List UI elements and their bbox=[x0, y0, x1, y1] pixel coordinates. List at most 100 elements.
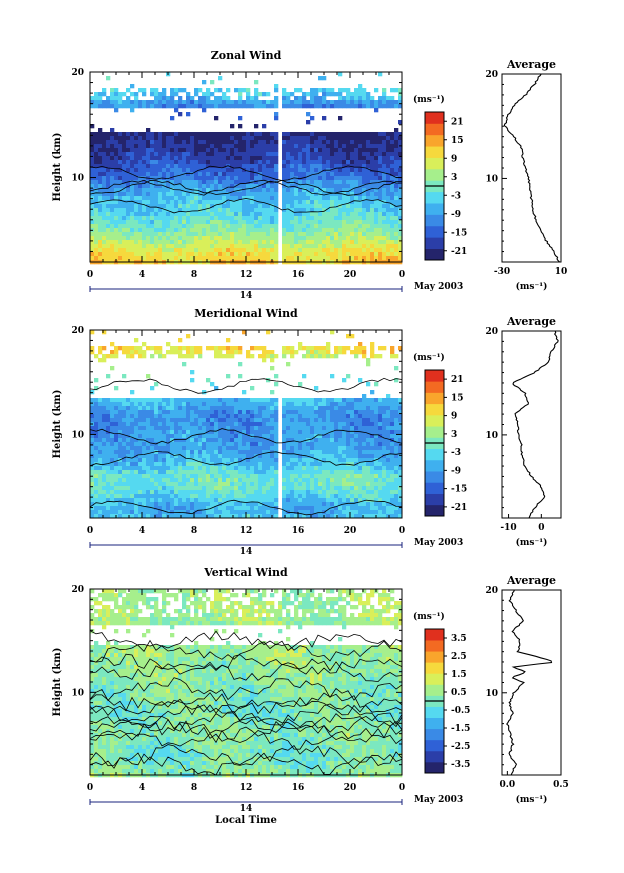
heatmap-cell bbox=[150, 434, 155, 439]
heatmap-cell bbox=[254, 168, 259, 173]
heatmap-cell bbox=[234, 418, 239, 423]
heatmap-cell bbox=[310, 152, 315, 157]
heatmap-cell bbox=[126, 88, 131, 93]
heatmap-cell bbox=[222, 140, 227, 145]
heatmap-cell bbox=[186, 454, 191, 459]
heatmap-cell bbox=[226, 228, 231, 233]
heatmap-cell bbox=[122, 168, 127, 173]
heatmap-cell bbox=[218, 446, 223, 451]
heatmap-cell bbox=[218, 470, 223, 475]
heatmap-cell bbox=[274, 196, 279, 201]
heatmap-cell bbox=[90, 104, 95, 109]
heatmap-cell bbox=[254, 160, 259, 165]
heatmap-cell bbox=[230, 172, 235, 177]
heatmap-cell bbox=[330, 204, 335, 209]
heatmap-cell bbox=[194, 236, 199, 241]
heatmap-cell bbox=[138, 346, 143, 351]
heatmap-cell bbox=[186, 418, 191, 423]
heatmap-cell bbox=[214, 422, 219, 427]
heatmap-cell bbox=[326, 160, 331, 165]
heatmap-cell bbox=[114, 104, 119, 109]
heatmap-cell bbox=[126, 256, 131, 261]
heatmap-cell bbox=[326, 402, 331, 407]
heatmap-cell bbox=[150, 244, 155, 249]
heatmap-cell bbox=[294, 442, 299, 447]
heatmap-cell bbox=[398, 438, 403, 443]
heatmap-cell bbox=[186, 104, 191, 109]
heatmap-cell bbox=[386, 160, 391, 165]
heatmap-cell bbox=[390, 252, 395, 257]
heatmap-cell bbox=[94, 486, 99, 491]
heatmap-cell bbox=[270, 160, 275, 165]
heatmap-cell bbox=[174, 410, 179, 415]
heatmap-cell bbox=[178, 140, 183, 145]
heatmap-cell bbox=[170, 422, 175, 427]
heatmap-cell bbox=[158, 430, 163, 435]
heatmap-cell bbox=[126, 438, 131, 443]
heatmap-cell bbox=[182, 88, 187, 93]
heatmap-cell bbox=[94, 104, 99, 109]
heatmap-cell bbox=[182, 462, 187, 467]
heatmap-cell bbox=[194, 438, 199, 443]
heatmap-cell bbox=[294, 402, 299, 407]
heatmap-cell bbox=[154, 454, 159, 459]
heatmap-cell bbox=[386, 156, 391, 161]
heatmap-cell bbox=[210, 402, 215, 407]
heatmap-cell bbox=[370, 354, 375, 359]
heatmap-cell bbox=[370, 160, 375, 165]
colorbar-tick-label: 15 bbox=[451, 136, 464, 146]
heatmap-cell bbox=[358, 252, 363, 257]
heatmap-cell bbox=[214, 100, 219, 105]
heatmap-cell bbox=[306, 228, 311, 233]
heatmap-cell bbox=[258, 446, 263, 451]
heatmap-cell bbox=[186, 248, 191, 253]
heatmap-cell bbox=[286, 204, 291, 209]
heatmap-cell bbox=[210, 224, 215, 229]
heatmap-cell bbox=[110, 256, 115, 261]
heatmap-cell bbox=[146, 156, 151, 161]
heatmap-cell bbox=[106, 152, 111, 157]
heatmap-cell bbox=[162, 188, 167, 193]
heatmap-cell bbox=[262, 216, 267, 221]
heatmap-cell bbox=[142, 224, 147, 229]
heatmap-cell bbox=[186, 438, 191, 443]
heatmap-cell bbox=[122, 458, 127, 463]
heatmap-cell bbox=[318, 88, 323, 93]
heatmap-cell bbox=[246, 430, 251, 435]
heatmap-cell bbox=[386, 410, 391, 415]
heatmap-cell bbox=[310, 462, 315, 467]
heatmap-cell bbox=[326, 438, 331, 443]
heatmap-cell bbox=[246, 248, 251, 253]
heatmap-cell bbox=[350, 92, 355, 97]
colorbar-band bbox=[425, 203, 444, 215]
heatmap-cell bbox=[258, 216, 263, 221]
heatmap-cell bbox=[394, 176, 399, 181]
heatmap-cell bbox=[134, 474, 139, 479]
heatmap-cell bbox=[198, 256, 203, 261]
heatmap-cell bbox=[190, 458, 195, 463]
heatmap-cell bbox=[258, 422, 263, 427]
heatmap-cell bbox=[258, 240, 263, 245]
heatmap-cell bbox=[194, 410, 199, 415]
heatmap-cell bbox=[378, 176, 383, 181]
heatmap-cell bbox=[390, 434, 395, 439]
heatmap-cell bbox=[338, 144, 343, 149]
heatmap-cell bbox=[354, 212, 359, 217]
heatmap-cell bbox=[226, 176, 231, 181]
heatmap-cell bbox=[318, 152, 323, 157]
heatmap-cell bbox=[198, 132, 203, 137]
heatmap-cell bbox=[250, 176, 255, 181]
heatmap-cell bbox=[302, 232, 307, 237]
heatmap-cell bbox=[294, 474, 299, 479]
heatmap-cell bbox=[386, 180, 391, 185]
heatmap-cell bbox=[250, 148, 255, 153]
heatmap-cell bbox=[390, 350, 395, 355]
heatmap-cell bbox=[230, 406, 235, 411]
heatmap-cell bbox=[126, 486, 131, 491]
heatmap-cell bbox=[130, 168, 135, 173]
heatmap-cell bbox=[178, 240, 183, 245]
heatmap-cell bbox=[142, 176, 147, 181]
heatmap-cell bbox=[358, 92, 363, 97]
heatmap-cell bbox=[226, 338, 231, 343]
heatmap-cell bbox=[250, 164, 255, 169]
